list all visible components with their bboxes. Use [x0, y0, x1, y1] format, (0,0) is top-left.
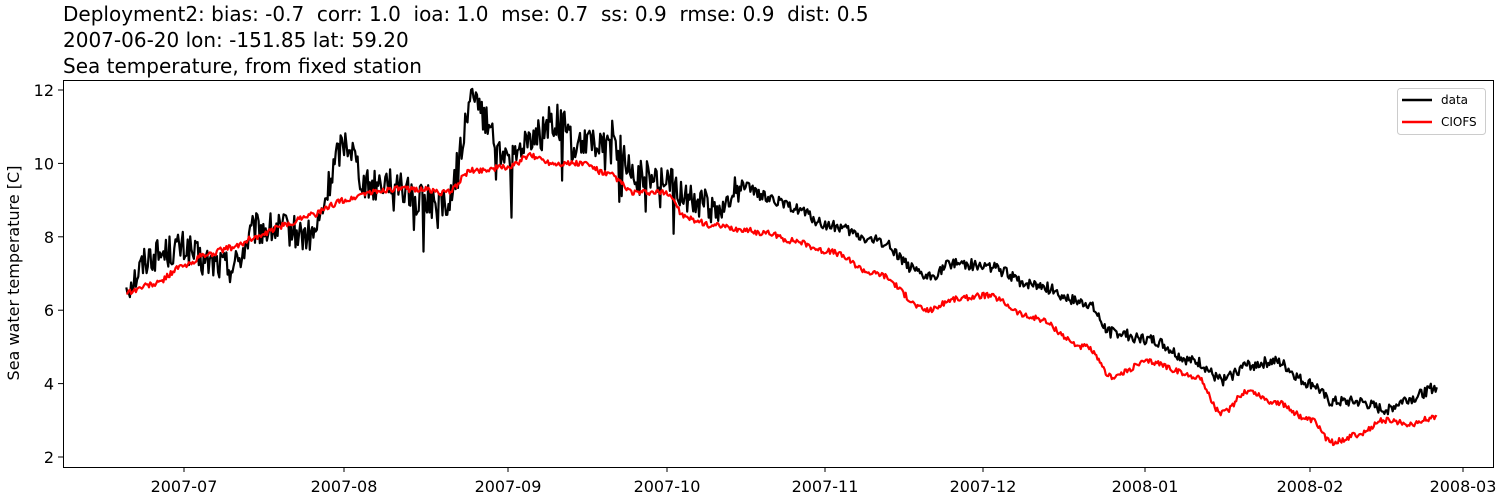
y-tick-label: 12	[34, 81, 54, 100]
x-tick-label: 2007-07	[151, 477, 218, 496]
x-tick-label: 2008-02	[1277, 477, 1344, 496]
y-tick-label: 6	[44, 301, 54, 320]
y-tick-label: 10	[34, 154, 54, 173]
x-tick-label: 2007-10	[634, 477, 701, 496]
chart-title-location: 2007-06-20 lon: -151.85 lat: 59.20	[63, 28, 409, 52]
legend-label-ciofs: CIOFS	[1441, 115, 1477, 129]
y-axis-label: Sea water temperature [C]	[4, 166, 23, 381]
y-axis: 2 4 6 8 10 12	[34, 81, 63, 467]
x-tick-label: 2008-01	[1112, 477, 1179, 496]
series-layer	[125, 87, 1438, 447]
x-tick-label: 2008-03	[1430, 477, 1497, 496]
x-tick-label: 2007-08	[311, 477, 378, 496]
y-tick-label: 8	[44, 228, 54, 247]
y-tick-label: 2	[44, 448, 54, 467]
legend: data CIOFS	[1397, 88, 1486, 135]
y-tick-label: 4	[44, 375, 54, 394]
x-axis: 2007-07 2007-08 2007-09 2007-10 2007-11 2007-…	[151, 467, 1497, 496]
x-tick-label: 2007-12	[950, 477, 1017, 496]
plot-frame	[63, 80, 1494, 468]
chart-title-stats: Deployment2: bias: -0.7 corr: 1.0 ioa: 1…	[63, 2, 869, 26]
x-tick-label: 2007-09	[475, 477, 542, 496]
x-tick-label: 2007-11	[792, 477, 859, 496]
data-series-line	[125, 87, 1438, 416]
ciofs-series-line	[126, 152, 1438, 447]
legend-label-data: data	[1441, 93, 1468, 107]
chart-title-variable: Sea temperature, from fixed station	[63, 54, 422, 78]
